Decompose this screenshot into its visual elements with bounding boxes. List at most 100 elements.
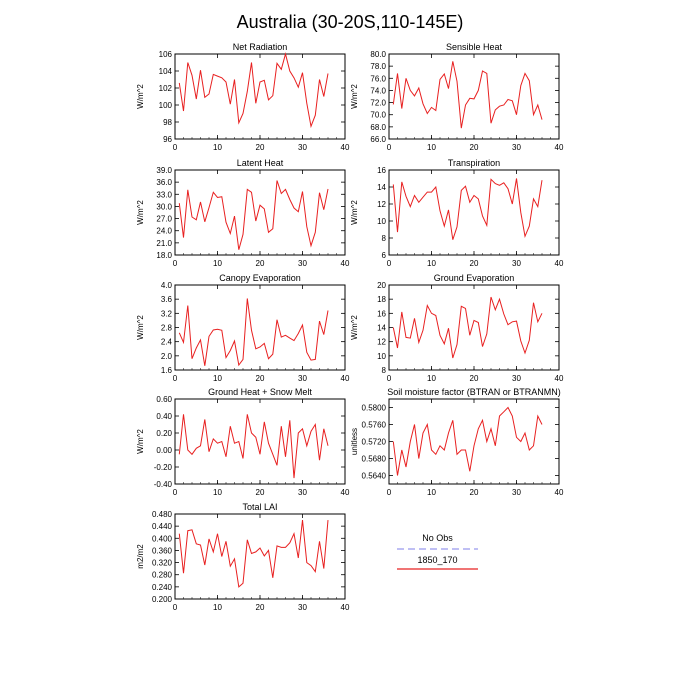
x-tick-label: 20 (256, 374, 265, 383)
x-tick-label: 0 (387, 259, 392, 268)
x-tick-label: 30 (512, 259, 521, 268)
y-tick-label: 33.0 (156, 190, 172, 199)
y-axis-label: unitless (350, 428, 359, 455)
series-line-0 (178, 298, 329, 367)
y-tick-label: 0.5680 (362, 455, 387, 464)
chart-total-lai: Total LAI 0 10 20 30 40 0.200 0.240 0.280 0.320 0.… (136, 502, 350, 612)
chart-title: Ground Evaporation (434, 273, 515, 283)
series-line-0 (392, 61, 543, 129)
y-tick-label: 0.400 (152, 534, 173, 543)
chart-title: Net Radiation (233, 42, 288, 52)
y-axis-label: W/m^2 (136, 200, 145, 225)
plot-frame (174, 398, 346, 485)
y-tick-label: 0.200 (152, 595, 173, 604)
x-tick-label: 10 (213, 259, 222, 268)
y-tick-label: 0.320 (152, 559, 173, 568)
x-tick-label: 40 (341, 488, 350, 497)
x-tick-label: 20 (470, 259, 479, 268)
y-tick-label: 14 (377, 183, 386, 192)
y-tick-label: 96 (163, 135, 172, 144)
x-tick-label: 20 (470, 374, 479, 383)
y-tick-label: -0.20 (154, 463, 173, 472)
y-tick-label: 76.0 (370, 74, 386, 83)
y-axis-label: W/m^2 (136, 315, 145, 340)
x-tick-label: 20 (256, 259, 265, 268)
x-tick-label: 20 (470, 488, 479, 497)
x-tick-label: 10 (213, 143, 222, 152)
x-tick-label: 30 (298, 374, 307, 383)
y-tick-label: 0.20 (156, 429, 172, 438)
x-tick-label: 40 (341, 603, 350, 612)
x-tick-label: 0 (387, 143, 392, 152)
y-tick-label: 8 (382, 234, 387, 243)
x-tick-label: 10 (213, 603, 222, 612)
y-tick-label: 12 (377, 338, 386, 347)
x-tick-label: 40 (341, 374, 350, 383)
x-tick-label: 0 (173, 488, 178, 497)
y-tick-label: 18 (377, 295, 386, 304)
chart-title: Transpiration (448, 158, 500, 168)
chart-soil-moisture-factor-btran-or-btranmn: Soil moisture factor (BTRAN or BTRANMN)0… (350, 387, 564, 497)
x-tick-label: 20 (256, 143, 265, 152)
x-tick-label: 10 (213, 488, 222, 497)
y-tick-label: 0.5760 (362, 421, 387, 430)
y-tick-label: 8 (382, 366, 387, 375)
y-tick-label: 27.0 (156, 215, 172, 224)
chart-ground-evaporation: Ground Evaporation 0 10 20 30 40 8 10 12 14 16 18 20… (350, 273, 564, 383)
series-line-0 (178, 52, 329, 129)
y-tick-label: 68.0 (370, 123, 386, 132)
x-tick-label: 30 (512, 143, 521, 152)
x-tick-label: 0 (173, 143, 178, 152)
y-tick-label: 0.5640 (362, 472, 387, 481)
plot-frame (388, 398, 560, 485)
x-tick-label: 0 (387, 488, 392, 497)
y-axis-label: W/m^2 (350, 315, 359, 340)
x-tick-label: 10 (427, 259, 436, 268)
chart-title: Sensible Heat (446, 42, 503, 52)
series-line-0 (178, 414, 329, 479)
y-tick-label: 0.480 (152, 510, 173, 519)
series-line-0 (178, 520, 329, 588)
x-tick-label: 0 (173, 603, 178, 612)
y-tick-label: 70.0 (370, 111, 386, 120)
chart-title: Total LAI (242, 502, 277, 512)
y-tick-label: 74.0 (370, 86, 386, 95)
y-tick-label: 80.0 (370, 50, 386, 59)
y-tick-label: 20 (377, 281, 386, 290)
y-tick-label: 66.0 (370, 135, 386, 144)
y-tick-label: 6 (382, 251, 387, 260)
y-axis-label: W/m^2 (350, 200, 359, 225)
x-tick-label: 30 (512, 488, 521, 497)
x-tick-label: 30 (298, 143, 307, 152)
y-tick-label: 2.4 (161, 338, 173, 347)
series-line-0 (392, 406, 543, 476)
chart-title: Latent Heat (237, 158, 284, 168)
y-tick-label: 0.5800 (362, 404, 387, 413)
y-axis-label: W/m^2 (136, 429, 145, 454)
y-tick-label: 21.0 (156, 239, 172, 248)
x-tick-label: 30 (298, 259, 307, 268)
x-tick-label: 40 (555, 259, 564, 268)
plot-frame (388, 169, 560, 256)
y-axis-label: W/m^2 (350, 84, 359, 109)
y-tick-label: 4.0 (161, 281, 173, 290)
y-tick-label: 72.0 (370, 99, 386, 108)
y-tick-label: 39.0 (156, 166, 172, 175)
y-tick-label: 14 (377, 324, 386, 333)
x-tick-label: 40 (341, 143, 350, 152)
chart-canopy-evaporation: Canopy Evaporation 0 10 20 30 40 1.6 2.0 2.4 2.8 3… (136, 273, 350, 383)
x-tick-label: 10 (427, 374, 436, 383)
y-tick-label: 78.0 (370, 62, 386, 71)
chart-net-radiation: Net Radiation 0 10 20 30 40 96 98 100 102 104 106 W/… (136, 42, 350, 152)
x-tick-label: 40 (341, 259, 350, 268)
y-tick-label: 0.40 (156, 412, 172, 421)
series-line-0 (392, 296, 543, 359)
y-tick-label: 0.60 (156, 395, 172, 404)
chart-title: Canopy Evaporation (219, 273, 301, 283)
x-tick-label: 0 (173, 374, 178, 383)
y-tick-label: 10 (377, 217, 386, 226)
y-tick-label: 10 (377, 352, 386, 361)
x-tick-label: 10 (427, 488, 436, 497)
chart-sensible-heat: Sensible Heat 0 10 20 30 40 66.0 68.0 70.0 72.0 74… (350, 42, 564, 152)
legend: No Obs 1850_170 (397, 533, 478, 570)
